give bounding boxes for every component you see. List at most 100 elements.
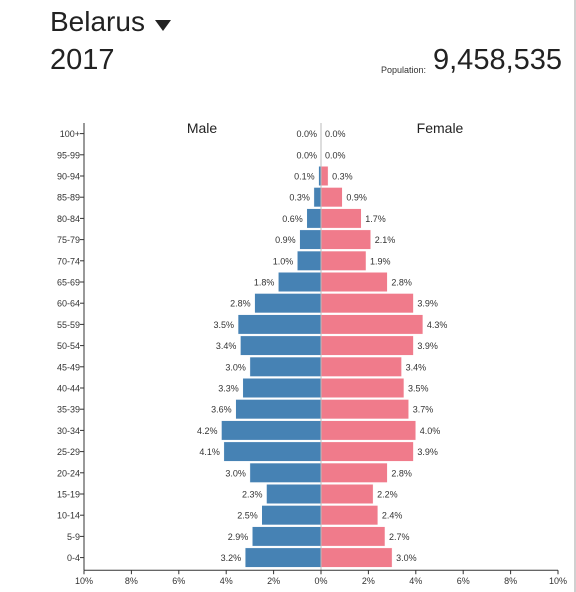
female-bar [320,335,414,356]
male-bar [252,526,322,547]
male-bar-label: 2.9% [228,532,249,542]
panel-border [574,0,576,592]
y-tick-label: 100+ [60,129,80,139]
x-tick-label: 0% [314,576,327,586]
female-bar-label: 1.9% [370,256,391,266]
female-bar-label: 2.7% [389,532,410,542]
male-bar [244,547,322,568]
male-bar [297,250,322,271]
female-bar [320,187,343,208]
male-bar [249,356,322,377]
female-bar-label: 0.9% [346,193,367,203]
male-bar-label: 3.4% [216,341,237,351]
female-bar-label: 3.9% [417,341,438,351]
female-bar-label: 1.7% [365,214,386,224]
female-bar-label: 3.9% [417,299,438,309]
female-bar [320,229,372,250]
male-bar [278,272,322,292]
year-label: 2017 [50,44,115,76]
male-bar [240,335,322,356]
male-bar [306,208,322,229]
y-tick-label: 85-89 [57,193,80,203]
female-bar-label: 2.1% [375,235,396,245]
male-bar-label: 3.2% [221,553,242,563]
caret-down-icon[interactable] [154,19,171,31]
male-bar-label: 4.2% [197,426,218,436]
female-bar [320,547,393,568]
female-bar-label: 2.4% [382,511,403,521]
y-tick-label: 70-74 [57,256,80,266]
y-tick-label: 5-9 [67,532,80,542]
female-bar [320,272,388,292]
x-tick-label: 4% [220,576,233,586]
male-bar [313,187,322,208]
y-tick-label: 65-69 [57,278,80,288]
male-bar-label: 1.0% [273,256,294,266]
male-bar-label: 4.1% [199,447,220,457]
male-bar [237,314,322,335]
male-bar [299,229,322,250]
y-tick-label: 60-64 [57,299,80,309]
y-tick-label: 55-59 [57,320,80,330]
male-bar-label: 0.3% [289,193,310,203]
male-bar-label: 0.6% [282,214,303,224]
female-bar [320,378,405,398]
female-bar-label: 4.3% [427,320,448,330]
male-bar [266,484,322,504]
male-bar [254,293,322,314]
male-bar-label: 0.0% [296,150,317,160]
y-tick-label: 40-44 [57,384,80,394]
x-tick-label: 10% [75,576,93,586]
y-tick-label: 80-84 [57,214,80,224]
male-bar-label: 1.8% [254,278,275,288]
country-selector[interactable]: Belarus [50,6,171,38]
female-bar-label: 3.4% [406,362,427,372]
y-tick-label: 10-14 [57,511,80,521]
y-tick-label: 95-99 [57,150,80,160]
male-bar-label: 2.3% [242,490,263,500]
male-bar-label: 0.1% [294,172,315,182]
male-bar-label: 0.9% [275,235,296,245]
female-bar [320,293,414,314]
y-tick-label: 25-29 [57,447,80,457]
female-bar [320,462,388,483]
country-name: Belarus [50,6,145,37]
male-bar [242,378,322,398]
y-tick-label: 35-39 [57,405,80,415]
x-tick-label: 2% [362,576,375,586]
male-bar [249,462,322,483]
female-bar-label: 3.0% [396,553,417,563]
y-tick-label: 20-24 [57,468,80,478]
male-bar [235,399,322,420]
x-tick-label: 4% [409,576,422,586]
y-tick-label: 75-79 [57,235,80,245]
y-tick-label: 45-49 [57,362,80,372]
male-bar [221,420,322,441]
x-tick-label: 6% [457,576,470,586]
female-bar [320,208,362,229]
female-bar [320,526,386,547]
female-bar [320,166,329,186]
population-label: Population: [381,65,427,75]
female-bar-label: 0.0% [325,129,346,139]
female-bar-label: 2.2% [377,490,398,500]
x-tick-label: 2% [267,576,280,586]
x-tick-label: 10% [549,576,567,586]
male-bar-label: 2.8% [230,299,251,309]
female-bar [320,420,417,441]
male-series-label: Male [187,120,218,136]
male-bar-label: 3.3% [218,384,239,394]
y-tick-label: 50-54 [57,341,80,351]
male-bar [223,441,322,462]
male-bar-label: 3.5% [214,320,235,330]
female-bar [320,314,424,335]
male-bar-label: 2.5% [237,511,258,521]
female-bar [320,399,409,420]
male-bar-label: 0.0% [296,129,317,139]
male-bar [261,505,322,526]
female-bar-label: 3.7% [413,405,434,415]
y-tick-label: 15-19 [57,490,80,500]
female-bar [320,484,374,504]
female-bar-label: 2.8% [391,278,412,288]
